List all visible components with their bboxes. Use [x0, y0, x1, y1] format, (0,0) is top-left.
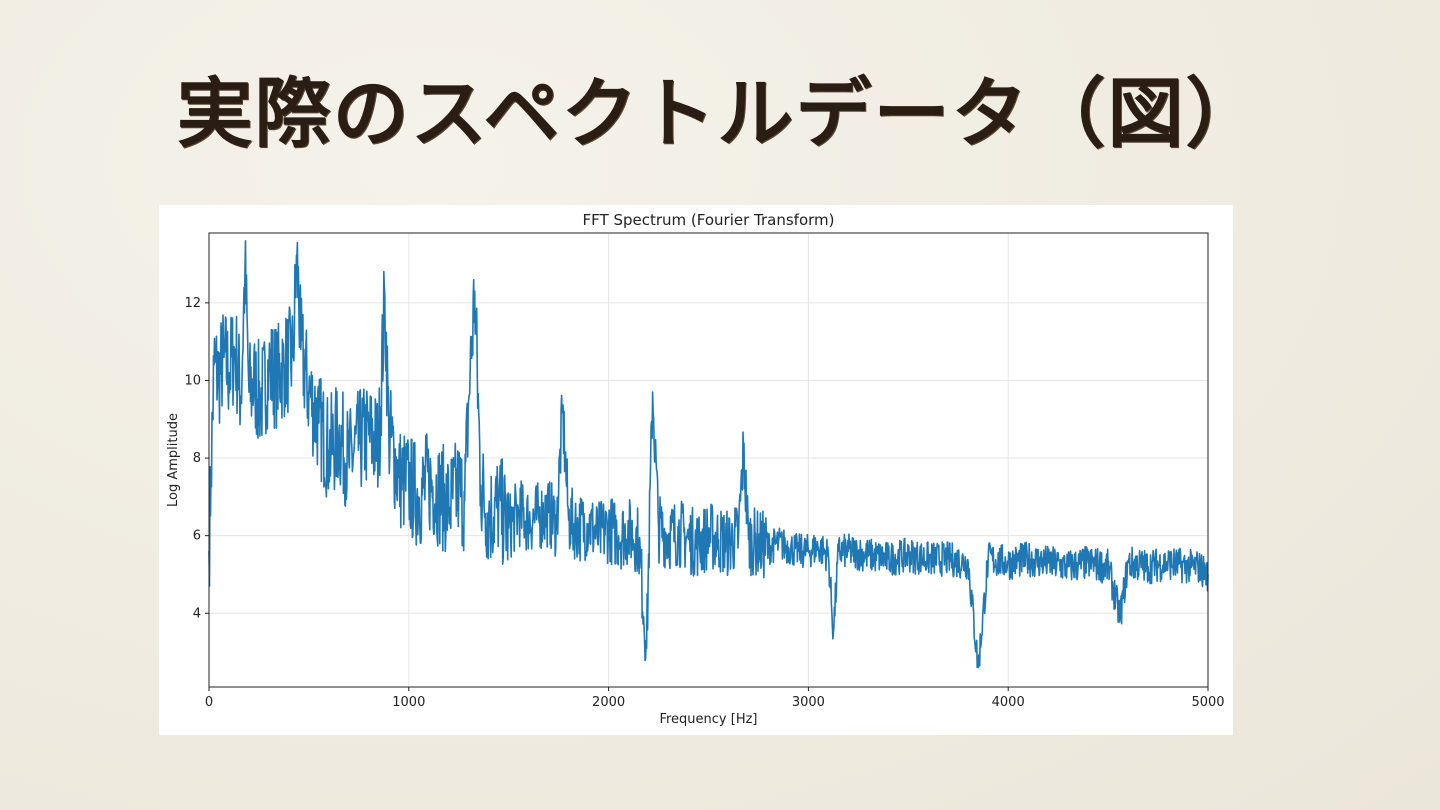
spectrum-series-line: [208, 239, 1209, 669]
series-layer: [208, 239, 1209, 669]
x-tick-label: 5000: [1191, 695, 1224, 710]
x-tick-label: 0: [205, 695, 213, 710]
grid-layer: [208, 233, 1209, 687]
plot-frame: [208, 232, 1209, 688]
y-tick-label: 6: [193, 529, 201, 544]
x-tick-label: 4000: [992, 695, 1025, 710]
x-tick-label: 3000: [792, 695, 825, 710]
y-tick-label: 4: [193, 606, 201, 621]
slide-title: 実際のスペクトルデータ（図）: [176, 69, 1264, 158]
x-tick-label: 2000: [592, 695, 625, 710]
y-axis-label: Log Amplitude: [166, 413, 181, 507]
fft-spectrum-chart: 0 1000 2000 3000 4000 5000 4 6 8 10 12 FFT Spectru…: [166, 211, 1225, 727]
chart-title: FFT Spectrum (Fourier Transform): [583, 211, 835, 229]
y-tick-label: 8: [193, 451, 201, 466]
x-tick-label: 1000: [392, 695, 425, 710]
x-axis-label: Frequency [Hz]: [659, 712, 757, 727]
y-tick-label: 12: [184, 296, 201, 311]
tick-layer: 0 1000 2000 3000 4000 5000 4 6 8 10 12: [184, 296, 1224, 710]
chart-panel: 0 1000 2000 3000 4000 5000 4 6 8 10 12 FFT Spectru…: [159, 205, 1233, 735]
y-tick-label: 10: [184, 373, 201, 388]
